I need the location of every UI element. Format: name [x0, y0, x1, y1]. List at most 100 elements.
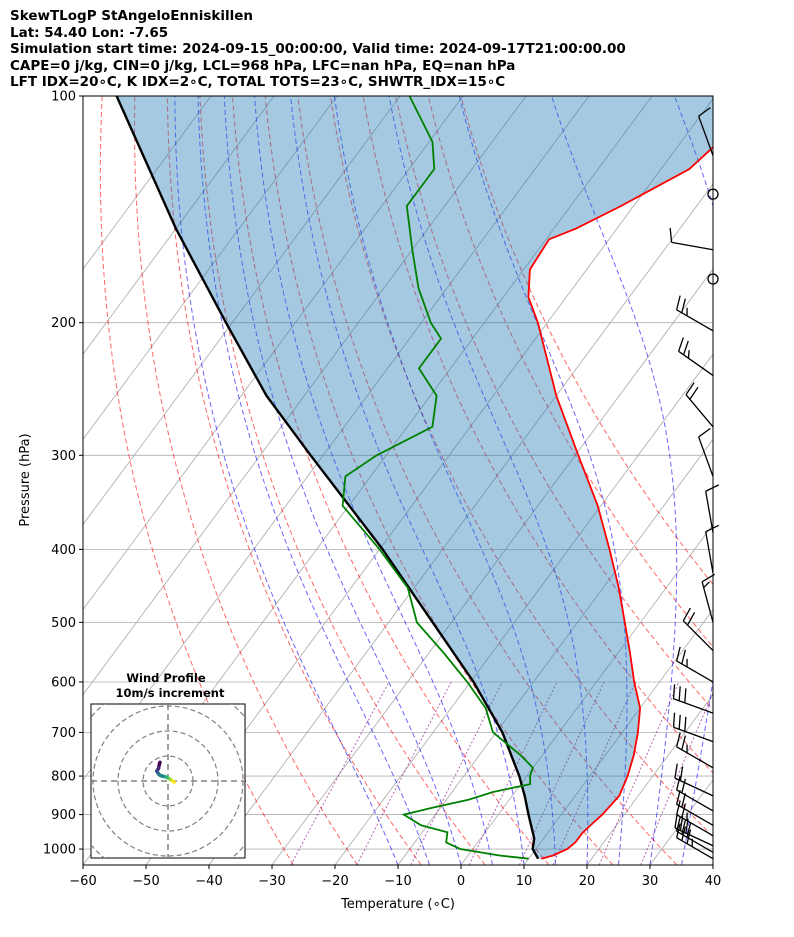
barb-full-feather: [681, 735, 686, 750]
wind-barb: [674, 763, 714, 797]
hodograph-trace: [155, 760, 176, 784]
barb-full-feather: [685, 382, 695, 396]
x-tick-label: 10: [516, 874, 533, 889]
barb-full-feather: [681, 803, 686, 818]
y-tick-label: 500: [51, 616, 76, 631]
reference-lines: [99, 96, 713, 865]
x-tick-label: −40: [195, 874, 222, 889]
barb-full-feather: [681, 649, 686, 665]
calm-wind-circle: [707, 188, 719, 200]
mixing-ratio-line: [356, 681, 452, 865]
barb-full-feather: [674, 813, 678, 829]
isotherm-line: [83, 96, 527, 696]
moist-adiabat-line: [674, 96, 713, 865]
barb-half-feather: [703, 581, 710, 589]
moist-adiabat-line: [174, 96, 399, 865]
barb-staff: [676, 746, 714, 769]
wind-barb: [698, 107, 714, 156]
barb-full-feather: [705, 484, 720, 492]
barb-staff: [676, 803, 714, 826]
x-tick-label: −30: [258, 874, 285, 889]
barb-staff: [676, 789, 714, 812]
x-tick-label: −60: [69, 874, 96, 889]
x-tick-label: 0: [457, 874, 465, 889]
wind-barb: [675, 646, 714, 683]
barb-full-feather: [675, 646, 681, 662]
wind-barb: [672, 684, 714, 714]
barb-staff: [701, 581, 714, 623]
barb-staff: [682, 620, 714, 651]
y-axis-label: Pressure (hPa): [18, 433, 33, 526]
barb-full-feather: [678, 714, 681, 730]
barb-staff: [698, 115, 714, 156]
calm-wind-circle: [707, 273, 719, 285]
isotherm-line: [83, 96, 212, 270]
barb-staff: [705, 531, 714, 574]
dry-adiabat-line: [199, 96, 486, 865]
location-line: Lat: 54.40 Lon: -7.65: [10, 24, 169, 41]
barb-full-feather: [675, 823, 681, 838]
x-tick-label: 30: [642, 874, 659, 889]
isotherm-line: [83, 96, 464, 611]
barb-full-feather: [672, 712, 676, 728]
barb-full-feather: [679, 766, 684, 781]
isotherm-line: [334, 353, 713, 865]
barb-full-feather: [674, 763, 678, 779]
mixing-ratio-line: [468, 681, 558, 865]
barb-staff: [676, 837, 714, 860]
wind-barb: [672, 712, 714, 743]
isotherm-line: [83, 96, 338, 440]
barb-staff: [671, 241, 714, 251]
barb-staff: [698, 436, 714, 477]
barb-full-feather: [675, 775, 681, 791]
wind-barb: [677, 337, 714, 376]
barb-staff: [676, 814, 714, 837]
barb-staff: [676, 660, 714, 683]
wind-barb: [685, 382, 714, 428]
barb-full-feather: [681, 826, 686, 841]
mixing-ratio-line: [410, 681, 503, 865]
isotherm-line: [83, 96, 275, 355]
moist-adiabat-line: [254, 96, 493, 865]
isotherm-line: [271, 268, 713, 865]
hodograph-ring: [117, 730, 219, 832]
barb-full-feather: [689, 386, 699, 400]
dewpoint-profile-line: [341, 96, 534, 860]
hodograph-segment: [157, 760, 162, 767]
isotherm-line: [649, 779, 713, 865]
moist-adiabat-line: [197, 96, 430, 865]
barb-full-feather: [682, 607, 691, 622]
barb-full-feather: [681, 778, 686, 794]
y-tick-label: 900: [51, 808, 76, 823]
y-tick-label: 400: [51, 543, 76, 558]
mixing-ratio-line: [640, 691, 713, 865]
barb-staff: [705, 491, 714, 533]
dry-adiabat-line: [395, 96, 713, 711]
barb-full-feather: [675, 790, 681, 805]
wind-barb: [698, 427, 714, 477]
x-tick-label: −10: [384, 874, 411, 889]
moist-adiabat-line: [223, 96, 462, 865]
dry-adiabat-line: [362, 96, 713, 774]
hodograph-title: Wind Profile: [126, 671, 206, 685]
wind-barb: [675, 295, 714, 332]
moist-adiabat-line: [333, 96, 556, 865]
wind-barb: [707, 273, 719, 285]
isotherm-line: [460, 523, 713, 865]
isotherm-line: [523, 608, 713, 865]
barb-full-feather: [681, 298, 686, 313]
x-tick-label: −20: [321, 874, 348, 889]
wind-barb: [682, 607, 714, 651]
barb-full-feather: [669, 227, 673, 243]
barb-full-feather: [686, 612, 696, 626]
wind-barb: [705, 484, 720, 533]
y-tick-label: 700: [51, 726, 76, 741]
barb-staff: [673, 726, 714, 743]
mixing-ratio-line: [290, 681, 390, 865]
simulation-time-line: Simulation start time: 2024-09-15_00:00:…: [10, 41, 626, 57]
barb-staff: [678, 350, 714, 376]
dry-adiabat-line: [133, 96, 358, 865]
dry-adiabat-line: [427, 96, 713, 648]
moist-adiabat-line: [458, 96, 628, 865]
barb-full-feather: [701, 573, 715, 583]
